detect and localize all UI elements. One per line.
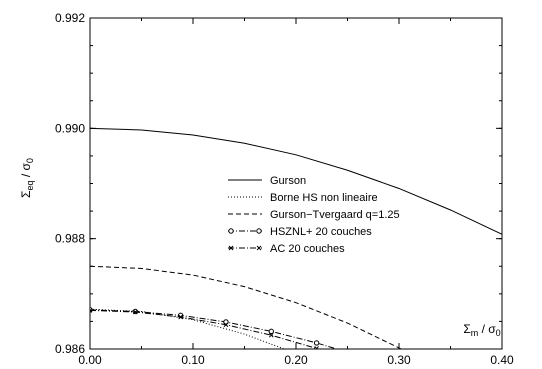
- data-point-x: [223, 322, 229, 328]
- axis-ticks: 0.00 0.10 0.20 0.30 0.40 0.986 0.988 0.990 0.992: [55, 11, 514, 367]
- data-point-x: [268, 332, 274, 338]
- x-axis-label-sub2: 0: [496, 328, 501, 338]
- y-axis-label-sub: eq: [25, 181, 35, 191]
- x-tick-label: 0.00: [78, 353, 102, 367]
- series-line: [90, 309, 320, 349]
- series-1: [90, 308, 286, 349]
- legend-label-gurson-tvergaard: Gurson−Tvergaard q=1.25: [270, 209, 400, 221]
- y-axis-label-rest: / σ: [19, 162, 33, 180]
- legend-entry-gurson: Gurson: [228, 175, 306, 187]
- y-tick-label: 0.990: [55, 121, 85, 135]
- data-point-circle: [313, 340, 320, 346]
- legend-entry-ac: AC 20 couches: [228, 243, 345, 255]
- series-0: [90, 127, 502, 235]
- y-axis-label-sub2: 0: [25, 158, 35, 163]
- series-line: [90, 127, 502, 235]
- legend-entry-gurson-tvergaard: Gurson−Tvergaard q=1.25: [228, 209, 400, 221]
- legend-marker-hsznl-right: [256, 228, 262, 234]
- x-tick-label: 0.10: [181, 353, 205, 367]
- x-axis-label: Σm / σ0: [463, 322, 500, 338]
- data-point-x: [90, 308, 93, 313]
- legend: Gurson Borne HS non lineaire Gurson−Tver…: [228, 175, 400, 255]
- y-tick-label: 0.988: [55, 232, 85, 246]
- y-axis-label-main: Σ: [19, 191, 33, 198]
- legend-marker-hsznl-left: [228, 228, 234, 234]
- data-point-x: [178, 314, 183, 320]
- legend-marker-ac-right: [256, 245, 262, 251]
- legend-label-hsznl: HSZNL+ 20 couches: [270, 226, 372, 238]
- legend-label-ac: AC 20 couches: [270, 243, 345, 255]
- y-tick-label: 0.992: [55, 11, 85, 25]
- series-line: [90, 308, 286, 349]
- y-axis-label: Σeq / σ0: [19, 158, 35, 198]
- x-tick-label: 0.40: [490, 353, 514, 367]
- x-axis-label-main: Σ: [463, 322, 470, 336]
- x-axis-label-rest: / σ: [478, 322, 496, 336]
- legend-entry-hsznl: HSZNL+ 20 couches: [228, 226, 372, 238]
- legend-marker-ac-left: [228, 245, 234, 251]
- data-point-x: [314, 346, 319, 349]
- series-layer: [90, 127, 502, 349]
- series-2: [90, 265, 403, 349]
- x-tick-label: 0.30: [387, 353, 411, 367]
- x-axis-label-sub: m: [471, 328, 479, 338]
- legend-entry-borne-hs: Borne HS non lineaire: [228, 192, 378, 204]
- y-tick-label: 0.986: [55, 342, 85, 356]
- data-point-circle: [268, 328, 274, 335]
- x-tick-label: 0.20: [284, 353, 308, 367]
- series-line: [90, 265, 403, 349]
- series-4: [90, 308, 320, 349]
- legend-label-gurson: Gurson: [270, 175, 306, 187]
- legend-label-borne-hs: Borne HS non lineaire: [270, 192, 378, 204]
- data-point-x: [132, 309, 138, 315]
